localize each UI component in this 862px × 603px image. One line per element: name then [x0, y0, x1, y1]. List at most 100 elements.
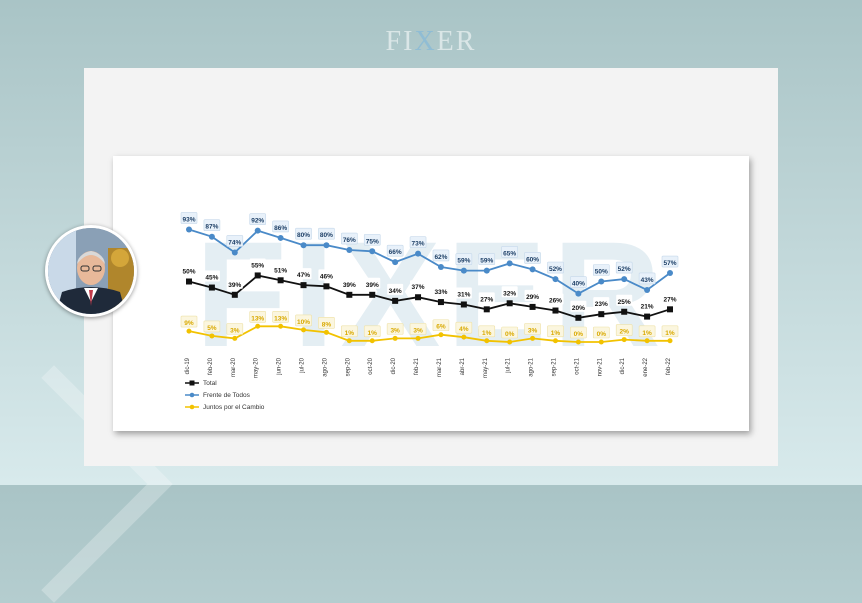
data-label-bg-total [226, 277, 243, 289]
data-label-bg-total [570, 300, 587, 312]
point-total [667, 306, 673, 313]
chart-card: FIXER 9% 5% 3% 13% 13% 10% 8% 1% 1% 3% 3% 6% 4% 1% 0% 3… [113, 156, 749, 431]
data-label-total: 33% [434, 289, 447, 296]
data-label-bg-total [547, 293, 564, 305]
data-label-bg-juntos [295, 314, 312, 327]
point-frente [415, 250, 422, 257]
x-tick-label: nov-21 [597, 357, 603, 376]
data-label-juntos: 0% [574, 331, 584, 338]
data-label-bg-total [410, 280, 427, 292]
data-label-total: 47% [297, 272, 310, 279]
point-total [529, 303, 536, 310]
series-line-juntos [188, 325, 670, 343]
point-frente [529, 266, 536, 273]
data-label-bg-total [341, 277, 358, 289]
data-label-bg-total [662, 292, 678, 304]
data-label-total: 46% [320, 273, 333, 280]
data-label-frente: 87% [205, 224, 218, 231]
data-label-frente: 52% [549, 266, 562, 273]
data-label-juntos: 10% [297, 319, 310, 326]
chart-watermark: FIXER [195, 210, 667, 378]
line-chart: FIXER 9% 5% 3% 13% 13% 10% 8% 1% 1% 3% 3% 6% 4% 1% 0% 3… [180, 210, 679, 411]
data-label-frente: 93% [182, 216, 195, 223]
data-label-bg-frente [432, 249, 450, 262]
data-label-bg-frente [318, 227, 335, 240]
data-label-bg-total [478, 292, 495, 304]
point-total [392, 297, 399, 304]
data-label-juntos: 1% [642, 330, 652, 337]
x-tick-label: ago-21 [529, 357, 535, 376]
point-total [346, 291, 353, 298]
data-label-total: 39% [366, 282, 379, 289]
data-label-bg-frente [249, 213, 267, 225]
brand-logo: FIXER [385, 26, 477, 57]
data-label-frente: 59% [480, 258, 493, 265]
point-total [369, 291, 376, 298]
x-tick-label: mar-20 [231, 357, 237, 377]
x-tick-label: sep-20 [345, 357, 351, 376]
point-juntos [621, 337, 627, 343]
data-label-bg-frente [226, 235, 244, 247]
data-label-bg-frente [341, 232, 358, 245]
data-label-bg-frente [409, 236, 427, 248]
data-label-bg-total [272, 263, 289, 275]
point-frente [277, 234, 284, 241]
point-frente [621, 276, 628, 283]
data-label-juntos: 2% [619, 329, 629, 336]
data-label-frente: 43% [641, 277, 654, 284]
legend-label-juntos: Juntos por el Cambio [203, 404, 265, 411]
point-frente [208, 233, 215, 240]
data-label-bg-juntos [638, 325, 656, 338]
data-label-bg-frente [295, 227, 312, 240]
point-frente [575, 290, 582, 297]
data-label-juntos: 1% [345, 330, 355, 337]
data-label-bg-juntos [226, 323, 244, 335]
x-tick-label: may-20 [254, 357, 260, 378]
data-label-bg-juntos [478, 325, 496, 338]
point-total [644, 313, 651, 320]
data-label-juntos: 3% [528, 327, 538, 334]
data-label-total: 26% [549, 298, 562, 305]
point-juntos [392, 335, 398, 341]
point-frente [667, 270, 673, 277]
x-tick-label: may-21 [483, 357, 489, 378]
data-label-bg-juntos [524, 323, 541, 335]
data-label-juntos: 1% [368, 330, 378, 337]
legend-label-total: Total [203, 380, 217, 387]
point-total [460, 301, 467, 308]
data-label-juntos: 0% [505, 331, 515, 338]
data-label-bg-frente [592, 264, 610, 276]
point-frente [483, 267, 490, 274]
point-frente [186, 226, 192, 233]
data-label-bg-juntos [318, 317, 335, 329]
data-label-bg-frente [272, 220, 289, 233]
data-label-total: 50% [182, 269, 195, 276]
x-tick-label: dic-19 [185, 357, 191, 374]
data-label-total: 55% [251, 262, 264, 269]
data-label-bg-total [203, 270, 220, 282]
data-label-total: 39% [343, 282, 356, 289]
point-frente [460, 267, 467, 274]
point-frente [323, 242, 330, 249]
data-label-total: 31% [457, 291, 470, 298]
data-label-bg-frente [615, 261, 633, 274]
data-label-bg-frente [455, 253, 473, 265]
data-label-bg-total [295, 268, 312, 280]
point-total [621, 308, 628, 315]
point-juntos [644, 338, 650, 344]
series-line-frente [188, 228, 671, 295]
data-label-bg-total [455, 287, 472, 299]
legend-label-frente: Frente de Todos [203, 392, 251, 399]
data-label-juntos: 13% [274, 315, 287, 322]
data-label-total: 20% [572, 305, 585, 312]
point-juntos [323, 329, 329, 335]
data-label-bg-total [616, 294, 633, 306]
x-tick-label: ene-22 [643, 357, 649, 376]
data-label-frente: 57% [663, 260, 676, 267]
point-total [483, 306, 490, 313]
data-label-frente: 76% [343, 237, 356, 244]
data-label-juntos: 3% [413, 327, 423, 334]
data-label-bg-frente [203, 219, 221, 232]
data-label-bg-total [524, 289, 541, 301]
data-label-bg-juntos [386, 323, 404, 335]
